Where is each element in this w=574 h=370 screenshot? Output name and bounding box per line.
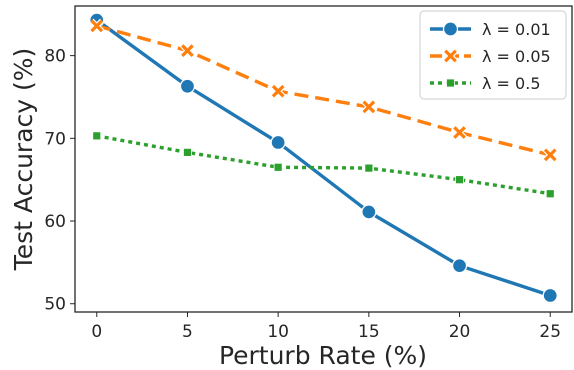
y-tick-label: 60 xyxy=(44,212,66,232)
x-ticks: 0 5 10 15 20 25 xyxy=(91,312,561,342)
plot-frame xyxy=(74,5,573,313)
data-point xyxy=(452,125,467,140)
x-axis-label: Perturb Rate (%) xyxy=(219,341,427,370)
x-tick-label: 20 xyxy=(449,322,471,342)
legend-label: λ = 0.01 xyxy=(482,20,551,39)
y-tick-label: 50 xyxy=(44,295,66,315)
y-ticks: 50 60 70 80 xyxy=(44,47,75,315)
x-tick-label: 0 xyxy=(91,322,102,342)
series-line xyxy=(96,24,551,157)
legend-marker xyxy=(442,21,459,37)
series-2 xyxy=(89,18,558,163)
series-group xyxy=(89,12,558,304)
x-tick-label: 5 xyxy=(182,322,193,342)
legend-marker xyxy=(446,78,455,88)
data-point xyxy=(361,99,377,115)
data-point xyxy=(180,43,195,58)
data-point xyxy=(92,131,102,141)
legend-entry: λ = 0.01 xyxy=(430,20,551,39)
data-point xyxy=(179,78,196,94)
data-point xyxy=(361,204,377,220)
x-tick-label: 15 xyxy=(358,322,380,342)
series-line xyxy=(96,134,551,196)
legend-entry: λ = 0.5 xyxy=(430,74,541,93)
data-point xyxy=(89,18,104,34)
data-point xyxy=(183,147,192,157)
data-point xyxy=(543,147,558,163)
series-line xyxy=(95,18,551,298)
legend-marker xyxy=(443,48,458,64)
data-point xyxy=(270,134,286,151)
data-point xyxy=(542,287,558,304)
data-point xyxy=(545,189,555,199)
data-point xyxy=(273,162,283,172)
data-point xyxy=(451,258,468,274)
data-point xyxy=(270,84,286,99)
x-tick-label: 25 xyxy=(539,322,561,342)
legend-entry: λ = 0.05 xyxy=(430,47,551,66)
y-tick-label: 70 xyxy=(44,129,66,149)
legend-label: λ = 0.5 xyxy=(482,74,541,93)
y-axis-label: Test Accuracy (%) xyxy=(9,48,38,272)
series-3 xyxy=(92,131,555,199)
legend-label: λ = 0.05 xyxy=(482,47,551,66)
data-point xyxy=(364,163,374,173)
y-tick-label: 80 xyxy=(44,47,66,67)
data-point xyxy=(455,175,464,185)
x-tick-label: 10 xyxy=(267,322,289,342)
legend: λ = 0.01 λ = 0.05 λ = 0.5 xyxy=(419,10,567,100)
